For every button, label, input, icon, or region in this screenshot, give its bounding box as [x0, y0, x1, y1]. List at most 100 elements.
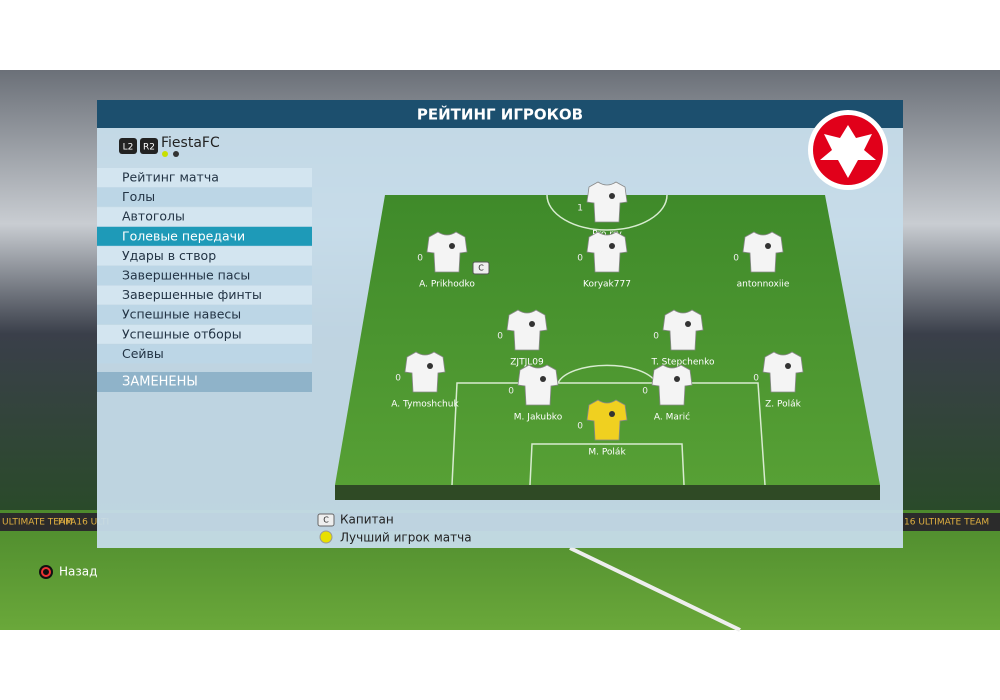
menu-item[interactable]: Завершенные пасы	[122, 268, 250, 283]
button-icon	[140, 138, 158, 154]
player[interactable]: 0 antonnoxiie	[733, 231, 790, 290]
jersey-logo	[529, 321, 535, 327]
player-rating: 0	[497, 332, 503, 342]
jersey-logo	[765, 243, 771, 249]
jersey-logo	[685, 321, 691, 327]
menu-item[interactable]: Завершенные финты	[122, 287, 262, 302]
dot	[173, 151, 179, 157]
player-rating: 1	[577, 204, 583, 214]
menu-item[interactable]: Успешные отборы	[122, 326, 242, 341]
jersey-logo	[609, 411, 615, 417]
player-name: antonnoxiie	[737, 280, 790, 290]
player-name: Koryak777	[583, 280, 631, 290]
menu-row[interactable]	[97, 246, 312, 266]
menu-row[interactable]	[97, 324, 312, 344]
player[interactable]: 0 ZJTJL09	[497, 309, 548, 368]
jersey-logo	[674, 376, 680, 382]
player-rating: 0	[508, 387, 514, 397]
player[interactable]: 0 Z. Polák	[753, 351, 804, 410]
captain-icon	[317, 513, 335, 527]
menu-row[interactable]	[97, 168, 312, 187]
player[interactable]: 0 A. Tymoshchuk	[391, 351, 459, 410]
menu-item[interactable]: Рейтинг матча	[122, 170, 219, 185]
pitch-lines	[451, 194, 766, 486]
button-label: L2	[123, 143, 134, 153]
player-name: ZJTJL09	[510, 358, 544, 368]
field-line	[569, 546, 741, 632]
button-label: R2	[143, 143, 155, 153]
player[interactable]: 0 A. Marić	[642, 364, 693, 423]
player-rating: 0	[417, 254, 423, 264]
best-player-icon	[319, 530, 333, 544]
menu-item[interactable]: Автоголы	[122, 209, 185, 224]
dot	[162, 151, 168, 157]
jersey	[742, 231, 784, 273]
jersey-logo	[609, 193, 615, 199]
menu-item[interactable]: Удары в створ	[122, 248, 216, 263]
crest	[808, 110, 888, 190]
jersey-logo	[609, 243, 615, 249]
jersey	[586, 399, 628, 441]
jersey	[404, 351, 446, 393]
title-bar	[97, 100, 903, 128]
pitch-edge	[335, 485, 880, 500]
player-name: T. Stepchenko	[651, 358, 715, 368]
jersey	[651, 364, 693, 406]
player-name: Pro rry	[592, 230, 622, 240]
title: РЕЙТИНГ ИГРОКОВ	[417, 105, 583, 124]
player[interactable]: 0 Koryak777	[577, 231, 631, 290]
banner-text: FIFA16 ULTI	[58, 518, 109, 528]
menu-row[interactable]	[97, 266, 312, 285]
player-rating: 0	[642, 387, 648, 397]
jersey	[517, 364, 559, 406]
player-name: M. Polák	[588, 448, 626, 458]
player-name: A. Tymoshchuk	[391, 400, 459, 410]
player[interactable]: 0 M. Polák	[577, 399, 628, 458]
player[interactable]: 1 Pro rry	[577, 181, 628, 240]
menu-row[interactable]	[97, 305, 312, 325]
player-rating: 0	[733, 254, 739, 264]
captain-badge-label: C	[478, 264, 484, 273]
jersey	[586, 181, 628, 223]
jersey	[586, 231, 628, 273]
jersey	[426, 231, 468, 273]
player-name: A. Marić	[654, 412, 690, 423]
player-rating: 0	[753, 374, 759, 384]
button-icon	[119, 138, 137, 154]
player-name: Z. Polák	[765, 400, 802, 410]
section-row	[97, 372, 312, 392]
section-title: ЗАМЕНЕНЫ	[122, 375, 198, 390]
jersey-logo	[785, 363, 791, 369]
jersey-logo	[540, 376, 546, 382]
player-name: A. Prikhodko	[419, 280, 475, 290]
menu-row[interactable]	[97, 285, 312, 305]
legend-label: Капитан	[340, 513, 394, 527]
jersey	[506, 309, 548, 351]
captain-badge	[472, 261, 490, 275]
jersey-logo	[449, 243, 455, 249]
player-rating: 0	[653, 332, 659, 342]
back-icon-ring	[41, 567, 51, 577]
menu-item[interactable]: Сейвы	[122, 346, 164, 361]
menu-row[interactable]	[97, 187, 312, 207]
player[interactable]: 0 M. Jakubko	[508, 364, 563, 423]
player-rating: 0	[395, 374, 401, 384]
menu-item[interactable]: Голевые передачи	[122, 228, 245, 243]
back-label[interactable]: Назад	[59, 565, 97, 579]
player-rating: 0	[577, 422, 583, 432]
jersey-logo	[427, 363, 433, 369]
menu-item[interactable]: Успешные навесы	[122, 307, 241, 322]
menu-item[interactable]: Голы	[122, 189, 155, 204]
jersey	[662, 309, 704, 351]
menu-row[interactable]	[97, 226, 312, 246]
menu-row[interactable]	[97, 344, 312, 364]
player-rating: 0	[577, 254, 583, 264]
menu-row[interactable]	[97, 207, 312, 227]
banner-text: 16 ULTIMATE TEAM	[904, 518, 989, 528]
player-name: M. Jakubko	[514, 413, 563, 423]
player[interactable]: 0 T. Stepchenko	[651, 309, 715, 368]
captain-icon-label: C	[323, 516, 329, 525]
